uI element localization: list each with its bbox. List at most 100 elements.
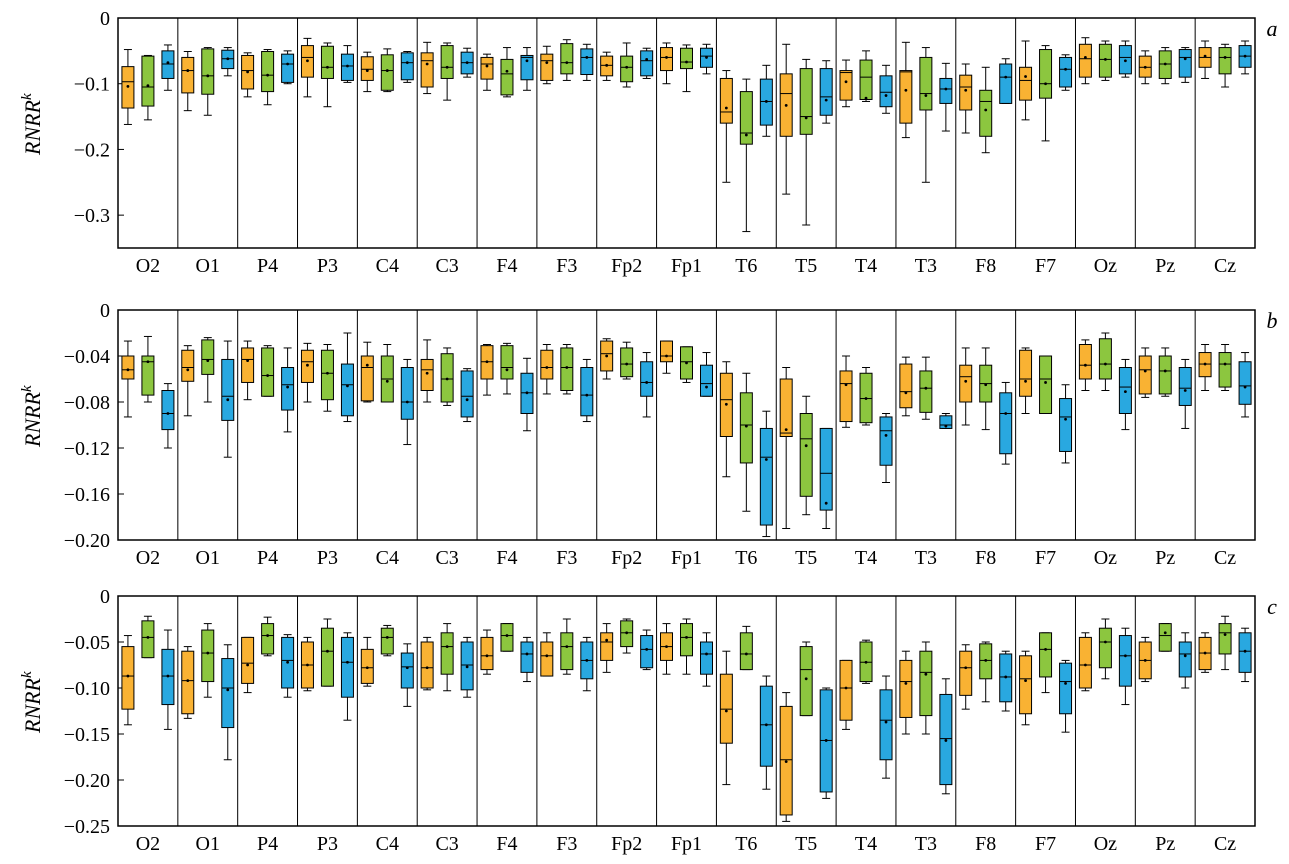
- box-P3-group2: [320, 344, 334, 412]
- box-O2-group1: [121, 340, 135, 418]
- mean-marker: [904, 88, 908, 92]
- plot-frame: [117, 595, 1256, 827]
- box-Fp2-group1: [600, 51, 614, 81]
- box-body: [201, 48, 215, 95]
- mean-marker: [964, 88, 968, 92]
- box-body: [360, 56, 374, 81]
- mean-marker: [744, 424, 748, 428]
- box-body: [580, 367, 594, 417]
- box-T4-group3: [879, 675, 893, 779]
- box-T5-group3: [819, 687, 833, 799]
- box-F8-group2: [979, 347, 993, 431]
- box-body: [799, 413, 813, 497]
- mean-marker: [1163, 62, 1167, 66]
- mean-marker: [425, 371, 429, 375]
- box-body: [1138, 355, 1152, 395]
- box-Cz-group1: [1198, 40, 1212, 79]
- box-Cz-group1: [1198, 632, 1212, 673]
- mean-marker: [1183, 389, 1187, 392]
- y-axis-label: RNRRk: [19, 385, 45, 448]
- mean-marker: [445, 377, 449, 381]
- box-T5-group3: [819, 427, 833, 529]
- mean-marker: [804, 116, 808, 120]
- mean-marker: [365, 363, 369, 367]
- box-O2-group2: [141, 335, 155, 403]
- mean-marker: [1143, 65, 1147, 69]
- mean-marker: [924, 672, 928, 676]
- mean-marker: [1163, 631, 1167, 635]
- box-Fp1-group1: [660, 340, 673, 374]
- x-tick-label: F4: [496, 255, 517, 277]
- box-T4-group2: [859, 50, 873, 102]
- mean-marker: [1223, 362, 1227, 366]
- box-F7-group1: [1019, 650, 1033, 726]
- mean-marker: [485, 654, 489, 658]
- mean-marker: [365, 69, 369, 72]
- plot-frame: [117, 17, 1256, 249]
- panel-letter: c: [1267, 594, 1277, 619]
- box-body: [799, 68, 813, 135]
- mean-marker: [784, 760, 788, 763]
- box-C3-group3: [460, 636, 474, 698]
- box-body: [500, 623, 514, 652]
- box-Fp2-group2: [620, 341, 634, 380]
- x-tick-label: F3: [556, 547, 577, 569]
- box-O1-group3: [221, 340, 235, 458]
- box-body: [700, 364, 713, 397]
- box-T6-group2: [739, 78, 753, 233]
- y-tick-label: −0.20: [64, 770, 110, 792]
- x-tick-label: C4: [376, 547, 399, 569]
- mean-marker: [824, 739, 828, 742]
- box-C4-group1: [360, 341, 374, 403]
- box-T5-group2: [799, 58, 813, 226]
- mean-marker: [1004, 75, 1008, 79]
- box-body: [181, 56, 195, 94]
- mean-marker: [445, 65, 449, 69]
- mean-marker: [405, 61, 409, 65]
- box-body: [620, 55, 634, 83]
- box-body: [201, 339, 215, 375]
- x-tick-label: Fp2: [611, 255, 642, 277]
- box-body: [879, 416, 893, 466]
- mean-marker: [545, 366, 549, 369]
- x-tick-label: Fp2: [611, 547, 642, 569]
- mean-marker: [844, 80, 848, 84]
- box-body: [540, 641, 554, 677]
- box-body: [261, 347, 275, 397]
- box-Fp2-group1: [600, 623, 614, 673]
- mean-marker: [206, 359, 210, 362]
- box-body: [241, 636, 255, 684]
- mean-marker: [804, 444, 808, 448]
- box-P4-group2: [261, 49, 275, 106]
- mean-marker: [465, 398, 469, 402]
- box-T4-group2: [859, 639, 873, 684]
- box-F4-group3: [520, 357, 534, 432]
- mean-marker: [685, 60, 688, 64]
- box-body: [181, 650, 195, 715]
- mean-marker: [505, 634, 509, 637]
- x-tick-label: O2: [136, 833, 160, 855]
- box-F3-group1: [540, 632, 554, 677]
- y-tick-label: −0.15: [64, 724, 110, 746]
- mean-marker: [685, 361, 688, 365]
- x-tick-label: T3: [915, 833, 937, 855]
- mean-marker: [1044, 647, 1047, 651]
- mean-marker: [565, 366, 569, 369]
- box-F8-group3: [999, 58, 1013, 104]
- box-body: [1118, 635, 1132, 687]
- box-F4-group3: [520, 636, 534, 683]
- box-P4-group3: [281, 634, 295, 698]
- box-Pz-group2: [1158, 47, 1172, 85]
- mean-marker: [784, 104, 788, 107]
- x-tick-label: O1: [196, 255, 220, 277]
- box-Pz-group3: [1178, 358, 1192, 429]
- box-O1-group2: [201, 47, 215, 116]
- box-F4-group2: [500, 47, 514, 98]
- mean-marker: [266, 634, 270, 637]
- mean-marker: [306, 59, 309, 63]
- mean-marker: [186, 368, 190, 372]
- box-Oz-group2: [1098, 332, 1112, 391]
- mean-marker: [186, 679, 190, 683]
- box-C3-group2: [440, 42, 454, 101]
- mean-marker: [824, 501, 828, 505]
